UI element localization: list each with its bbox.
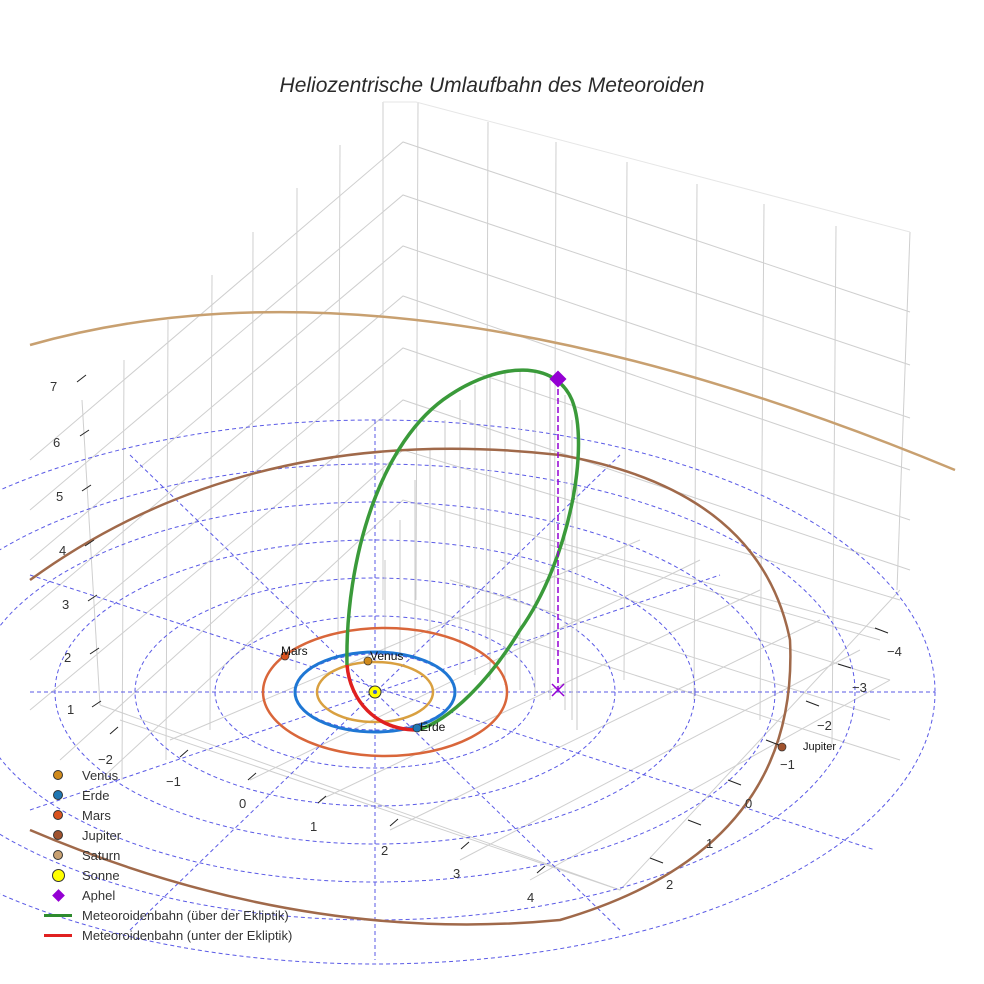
legend-item-venus[interactable]: Venus: [40, 765, 292, 785]
legend-item-jupiter[interactable]: Jupiter: [40, 825, 292, 845]
svg-text:0: 0: [239, 796, 246, 811]
svg-text:5: 5: [56, 489, 63, 504]
saturn-orbit: [29, 310, 956, 472]
svg-text:4: 4: [59, 543, 66, 558]
label-jupiter: Jupiter: [803, 741, 836, 753]
back-grid: [29, 101, 911, 891]
erde-orbit: [293, 650, 457, 734]
orbit-below-ecliptic: [345, 664, 419, 732]
svg-text:6: 6: [53, 435, 60, 450]
z-axis-labels: 7 6 5 4 3 2 1: [50, 379, 74, 717]
svg-text:2: 2: [666, 877, 673, 892]
legend-item-orbit-above[interactable]: Meteoroidenbahn (über der Ekliptik): [40, 905, 292, 925]
red-line-icon: [44, 933, 72, 937]
meteoroid-orbit: [345, 368, 581, 732]
chart-title: Heliozentrische Umlaufbahn des Meteoroid…: [279, 74, 705, 97]
erde-dot-icon: [53, 790, 63, 800]
svg-text:−2: −2: [817, 718, 832, 733]
svg-text:3: 3: [453, 866, 460, 881]
svg-text:2: 2: [381, 843, 388, 858]
svg-text:−2: −2: [98, 752, 113, 767]
x-axis-labels: −2 −1 0 1 2 3 4: [98, 752, 534, 905]
legend-item-orbit-below[interactable]: Meteoroidenbahn (unter der Ekliptik): [40, 925, 292, 945]
saturn-dot-icon: [53, 850, 63, 860]
venus-marker: [363, 656, 373, 666]
mars-marker: [280, 651, 290, 661]
svg-text:−4: −4: [887, 644, 902, 659]
label-mars: Mars: [281, 644, 308, 658]
jupiter-orbit-back: [29, 447, 792, 926]
planet-labels: Venus Erde Mars Jupiter: [281, 644, 836, 753]
legend-item-mars[interactable]: Mars: [40, 805, 292, 825]
svg-text:3: 3: [62, 597, 69, 612]
svg-text:4: 4: [527, 890, 534, 905]
mars-dot-icon: [53, 810, 63, 820]
orbits: [29, 310, 956, 926]
svg-text:−3: −3: [852, 680, 867, 695]
venus-dot-icon: [53, 770, 63, 780]
aphel-marker[interactable]: [549, 370, 567, 697]
y-axis-ticks: [649, 627, 889, 864]
orbit-above-ecliptic: [345, 368, 581, 732]
label-erde: Erde: [420, 720, 446, 734]
aphel-projection-icon: [551, 683, 565, 697]
svg-text:0: 0: [745, 796, 752, 811]
svg-text:7: 7: [50, 379, 57, 394]
jupiter-dot-icon: [53, 830, 63, 840]
x-axis-ticks: [109, 726, 546, 874]
svg-text:−1: −1: [166, 774, 181, 789]
sun-dot-icon: [51, 868, 65, 882]
svg-text:1: 1: [310, 819, 317, 834]
legend-item-aphel[interactable]: Aphel: [40, 885, 292, 905]
svg-text:1: 1: [706, 836, 713, 851]
legend: Venus Erde Mars Jupiter Saturn Sonne Aph…: [40, 765, 292, 945]
vertical-drop-lines: [384, 370, 578, 730]
svg-text:1: 1: [67, 702, 74, 717]
legend-item-erde[interactable]: Erde: [40, 785, 292, 805]
legend-item-saturn[interactable]: Saturn: [40, 845, 292, 865]
label-venus: Venus: [370, 649, 403, 663]
planets[interactable]: [280, 651, 787, 752]
legend-item-sonne[interactable]: Sonne: [40, 865, 292, 885]
venus-orbit: [315, 660, 435, 724]
mars-orbit: [261, 626, 509, 758]
aphel-diamond-icon: [549, 370, 567, 388]
y-axis-labels: −4 −3 −2 −1 0 1 2: [666, 644, 902, 892]
svg-text:2: 2: [64, 650, 71, 665]
green-line-icon: [44, 913, 72, 917]
aphel-diamond-icon: [51, 888, 65, 902]
jupiter-marker: [777, 742, 787, 752]
z-axis-ticks: [76, 374, 102, 708]
erde-marker: [412, 723, 422, 733]
svg-text:−1: −1: [780, 757, 795, 772]
